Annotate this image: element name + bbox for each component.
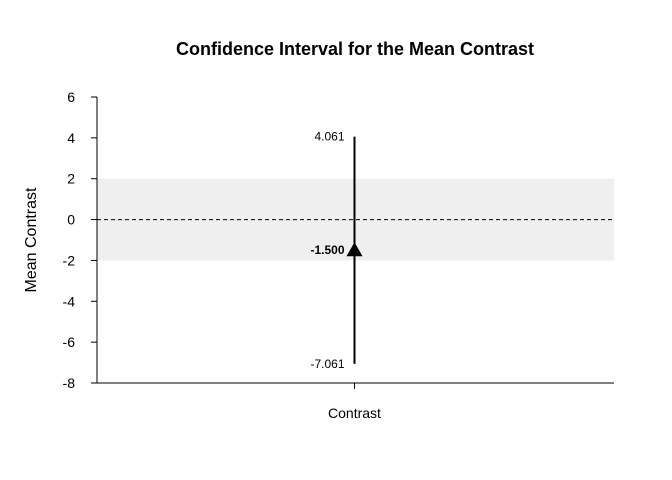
y-tick-label: 0 — [67, 212, 75, 228]
y-tick-label: -4 — [63, 293, 76, 309]
plot-area: 6 4 2 0 -2 -4 -6 -8 Contrast 4.061 -1.500 -7.061 — [63, 89, 614, 421]
y-axis-label: Mean Contrast — [23, 187, 40, 292]
estimate-marker — [346, 242, 363, 257]
y-tick-label: 4 — [67, 130, 75, 146]
chart-title: Confidence Interval for the Mean Contras… — [176, 39, 534, 59]
lower-bound-label: -7.061 — [310, 357, 344, 371]
estimate-label: -1.500 — [310, 243, 344, 257]
y-tick-label: -8 — [63, 375, 76, 391]
y-tick-label: -6 — [63, 334, 76, 350]
y-tick-label: 2 — [67, 171, 75, 187]
x-tick-label: Contrast — [328, 405, 381, 421]
y-tick-label: -2 — [63, 252, 76, 268]
y-tick-label: 6 — [67, 89, 75, 105]
upper-bound-label: 4.061 — [314, 130, 344, 144]
